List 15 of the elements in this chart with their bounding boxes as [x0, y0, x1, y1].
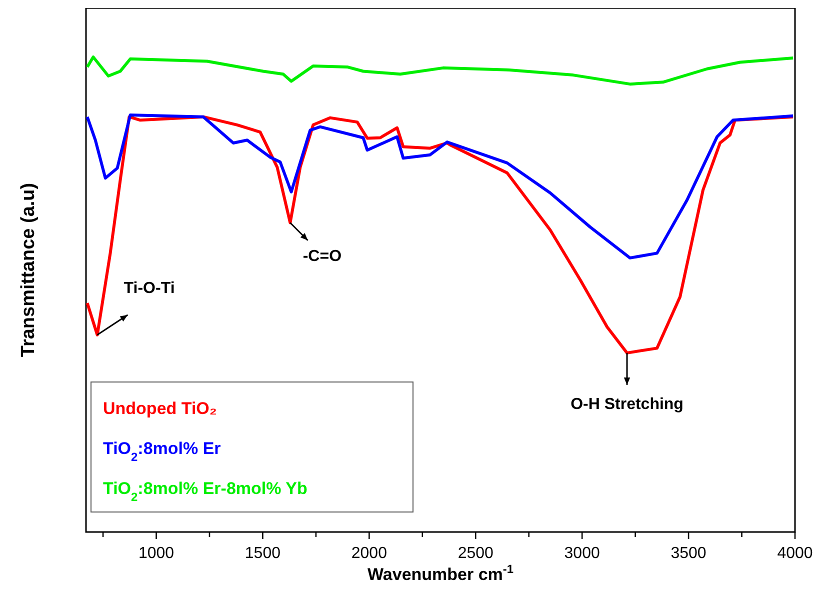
x-tick-label: 4000	[777, 545, 813, 562]
text: TiO$_{2}$:8mol% Er-8mol% Yb	[103, 479, 308, 504]
x-tick-label: 3500	[670, 545, 706, 562]
x-axis-title: Wavenumber cm$^{-1}$	[368, 562, 514, 584]
annotation: O-H Stretching	[570, 396, 684, 413]
annotation: Ti-O-Ti	[124, 280, 175, 297]
x-tick-label: 1500	[244, 545, 281, 562]
x-tick-label: 1000	[138, 545, 174, 562]
x-tick-label: 2500	[458, 545, 494, 562]
text: Undoped TiO₂	[103, 399, 217, 418]
x-tick-label: 2000	[351, 545, 388, 562]
text: TiO$_{2}$:8mol% Er	[103, 439, 222, 464]
annotation: -C=O	[302, 248, 342, 265]
y-axis-title: Transmittance (a.u)	[18, 182, 39, 358]
x-tick-label: 3000	[564, 545, 600, 562]
